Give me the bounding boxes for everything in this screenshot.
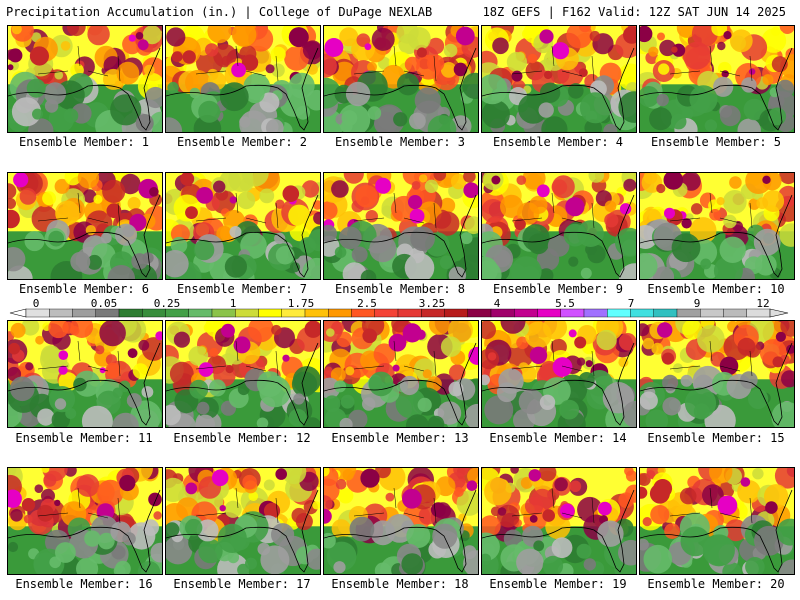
panel-caption: Ensemble Member: 10	[647, 282, 785, 296]
color-scale: 0 0.05 0.25 1 1.75 2.5 3.25 4 5.5 7 9 12	[0, 297, 800, 321]
panel-caption: Ensemble Member: 6	[18, 282, 150, 296]
map-panel	[165, 25, 321, 133]
panel-caption: Ensemble Member: 4	[492, 135, 624, 149]
scale-tick-label: 0.25	[153, 297, 181, 310]
map-panel	[323, 320, 479, 428]
scale-tick-label: 0.05	[90, 297, 118, 310]
color-scale-bar	[9, 308, 789, 318]
map-panel	[165, 320, 321, 428]
map-panel	[323, 467, 479, 575]
panel-caption: Ensemble Member: 9	[492, 282, 624, 296]
map-panel	[639, 320, 795, 428]
map-title: Precipitation Accumulation (in.) | Colle…	[6, 5, 433, 19]
panel-caption: Ensemble Member: 17	[173, 577, 311, 591]
panel-caption: Ensemble Member: 2	[176, 135, 308, 149]
scale-tick-label: 0	[32, 297, 40, 310]
scale-tick-label: 12	[756, 297, 770, 310]
panel-caption: Ensemble Member: 18	[331, 577, 469, 591]
map-panel	[639, 25, 795, 133]
map-panel	[7, 172, 163, 280]
panel-caption: Ensemble Member: 11	[15, 431, 153, 445]
panel-caption: Ensemble Member: 1	[18, 135, 150, 149]
scale-tick-label: 1	[229, 297, 237, 310]
panel-caption: Ensemble Member: 12	[173, 431, 311, 445]
panel-caption: Ensemble Member: 8	[334, 282, 466, 296]
map-panel	[323, 172, 479, 280]
map-panel	[165, 172, 321, 280]
map-panel	[481, 467, 637, 575]
panel-caption: Ensemble Member: 14	[489, 431, 627, 445]
scale-tick-label: 4	[493, 297, 501, 310]
map-panel	[639, 172, 795, 280]
panel-caption: Ensemble Member: 19	[489, 577, 627, 591]
map-panel	[481, 25, 637, 133]
panel-caption: Ensemble Member: 13	[331, 431, 469, 445]
panel-caption: Ensemble Member: 20	[647, 577, 785, 591]
scale-tick-label: 9	[693, 297, 701, 310]
panel-caption: Ensemble Member: 16	[15, 577, 153, 591]
map-panel	[639, 467, 795, 575]
panel-caption: Ensemble Member: 7	[176, 282, 308, 296]
scale-tick-label: 7	[627, 297, 635, 310]
map-panel	[481, 172, 637, 280]
map-panel	[481, 320, 637, 428]
map-panel	[7, 467, 163, 575]
scale-tick-label: 1.75	[287, 297, 315, 310]
map-panel	[323, 25, 479, 133]
forecast-valid-time: 18Z GEFS | F162 Valid: 12Z SAT JUN 14 20…	[482, 5, 786, 19]
map-panel	[165, 467, 321, 575]
panel-caption: Ensemble Member: 15	[647, 431, 785, 445]
panel-caption: Ensemble Member: 3	[334, 135, 466, 149]
map-panel	[7, 320, 163, 428]
scale-tick-label: 2.5	[357, 297, 377, 310]
scale-tick-label: 5.5	[555, 297, 575, 310]
scale-tick-label: 3.25	[418, 297, 446, 310]
map-panel	[7, 25, 163, 133]
panel-caption: Ensemble Member: 5	[650, 135, 782, 149]
